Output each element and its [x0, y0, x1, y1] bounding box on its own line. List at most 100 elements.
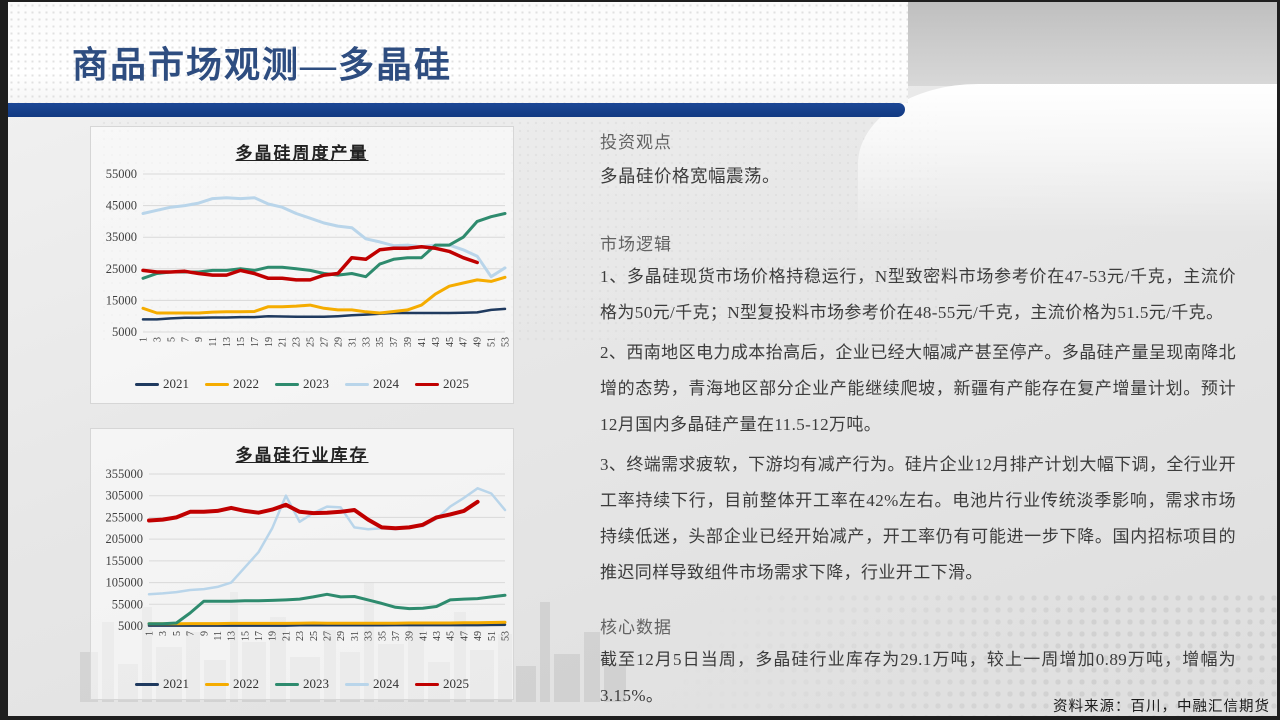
- svg-text:19: 19: [264, 337, 275, 347]
- inventory-chart-svg: 5000 55000 105000 155000 205000 255000 305000 3…: [106, 467, 512, 641]
- svg-text:43: 43: [431, 337, 442, 347]
- svg-text:49: 49: [473, 631, 484, 641]
- header-swoosh: [858, 84, 1277, 234]
- svg-text:35: 35: [375, 337, 386, 347]
- legend-swatch: [135, 382, 159, 386]
- svg-text:11: 11: [213, 631, 224, 641]
- svg-text:255000: 255000: [106, 510, 144, 524]
- logic-heading: 市场逻辑: [600, 235, 672, 254]
- svg-text:39: 39: [405, 631, 416, 641]
- svg-text:45: 45: [445, 337, 456, 347]
- svg-text:25000: 25000: [106, 262, 137, 276]
- svg-text:3: 3: [158, 631, 169, 636]
- svg-text:37: 37: [391, 631, 402, 641]
- svg-text:5000: 5000: [112, 325, 137, 339]
- legend-item: 2023: [275, 676, 329, 692]
- svg-text:155000: 155000: [106, 554, 144, 568]
- viewpoint-body: 多晶硅价格宽幅震荡。: [600, 166, 780, 186]
- svg-text:45: 45: [446, 631, 457, 641]
- svg-text:31: 31: [347, 337, 358, 347]
- svg-text:39: 39: [403, 337, 414, 347]
- svg-text:355000: 355000: [106, 467, 144, 481]
- svg-text:35000: 35000: [106, 230, 137, 244]
- legend-label: 2024: [373, 376, 399, 391]
- svg-text:9: 9: [199, 631, 210, 636]
- svg-text:13: 13: [227, 631, 238, 641]
- legend-label: 2022: [233, 676, 259, 691]
- svg-text:33: 33: [361, 337, 372, 347]
- svg-text:205000: 205000: [106, 532, 144, 546]
- svg-text:5000: 5000: [118, 619, 143, 633]
- legend-item: 2021: [135, 376, 189, 392]
- svg-text:45000: 45000: [106, 199, 137, 213]
- svg-text:43: 43: [432, 631, 443, 641]
- svg-text:15: 15: [240, 631, 251, 641]
- svg-text:19: 19: [268, 631, 279, 641]
- svg-text:23: 23: [295, 631, 306, 641]
- legend-item: 2022: [205, 376, 259, 392]
- svg-text:53: 53: [501, 631, 512, 641]
- svg-text:51: 51: [487, 631, 498, 641]
- legend-label: 2025: [443, 376, 469, 391]
- core-data-heading: 核心数据: [600, 618, 672, 637]
- legend-item: 2025: [415, 376, 469, 392]
- svg-text:33: 33: [364, 631, 375, 641]
- header-dot-pattern: [8, 2, 908, 103]
- svg-text:15: 15: [236, 337, 247, 347]
- svg-text:47: 47: [459, 631, 470, 641]
- legend-label: 2021: [163, 376, 189, 391]
- core-data-body: 截至12月5日当周，多晶硅行业库存为29.1万吨，较上一周增加0.89万吨，增幅…: [600, 650, 1236, 705]
- svg-text:7: 7: [186, 631, 197, 636]
- legend-label: 2025: [443, 676, 469, 691]
- legend-item: 2025: [415, 676, 469, 692]
- legend-label: 2024: [373, 676, 399, 691]
- svg-text:5: 5: [166, 337, 177, 342]
- svg-text:11: 11: [208, 337, 219, 347]
- svg-text:29: 29: [333, 337, 344, 347]
- legend-item: 2021: [135, 676, 189, 692]
- svg-text:27: 27: [320, 337, 331, 347]
- legend-item: 2022: [205, 676, 259, 692]
- svg-text:37: 37: [389, 337, 400, 347]
- inventory-chart-title: 多晶硅行业库存: [235, 446, 369, 465]
- svg-text:25: 25: [306, 337, 317, 347]
- legend-swatch: [275, 682, 299, 686]
- svg-text:1: 1: [139, 337, 150, 342]
- logic-point-2: 2、西南地区电力成本抬高后，企业已经大幅减产甚至停产。多晶硅产量呈现南降北增的态…: [600, 343, 1236, 434]
- svg-text:55000: 55000: [106, 167, 137, 181]
- svg-text:35: 35: [377, 631, 388, 641]
- logic-point-3: 3、终端需求疲软，下游均有减产行为。硅片企业12月排产计划大幅下调，全行业开工率…: [600, 455, 1236, 582]
- legend-item: 2024: [345, 376, 399, 392]
- legend-label: 2023: [303, 676, 329, 691]
- header-gray-band: [858, 2, 1277, 86]
- svg-text:27: 27: [323, 631, 334, 641]
- legend-swatch: [205, 682, 229, 686]
- inventory-chart-panel: 多晶硅行业库存 5000 55000 105000 155000 205000 25500…: [90, 428, 514, 700]
- svg-text:105000: 105000: [106, 576, 144, 590]
- legend-swatch: [345, 682, 369, 686]
- svg-text:13: 13: [222, 337, 233, 347]
- svg-text:7: 7: [180, 337, 191, 342]
- svg-text:47: 47: [459, 337, 470, 347]
- legend-item: 2024: [345, 676, 399, 692]
- legend-swatch: [135, 682, 159, 686]
- halftone-pattern: [560, 592, 1277, 716]
- svg-text:305000: 305000: [106, 489, 144, 503]
- slide-top-border: [0, 0, 1280, 2]
- slide-bottom-border: [0, 716, 1280, 720]
- svg-text:9: 9: [194, 337, 205, 342]
- svg-text:53: 53: [501, 337, 512, 347]
- slide-right-border: [1277, 0, 1280, 720]
- legend-label: 2023: [303, 376, 329, 391]
- svg-text:49: 49: [473, 337, 484, 347]
- legend-swatch: [415, 382, 439, 386]
- svg-text:23: 23: [292, 337, 303, 347]
- page-title: 商品市场观测—多晶硅: [72, 45, 453, 85]
- svg-text:29: 29: [336, 631, 347, 641]
- svg-text:1: 1: [145, 631, 156, 636]
- svg-text:41: 41: [417, 337, 428, 347]
- viewpoint-heading: 投资观点: [600, 133, 672, 152]
- inventory-chart-legend: 2021 2022 2023 2024 2025: [91, 676, 513, 692]
- legend-swatch: [415, 682, 439, 686]
